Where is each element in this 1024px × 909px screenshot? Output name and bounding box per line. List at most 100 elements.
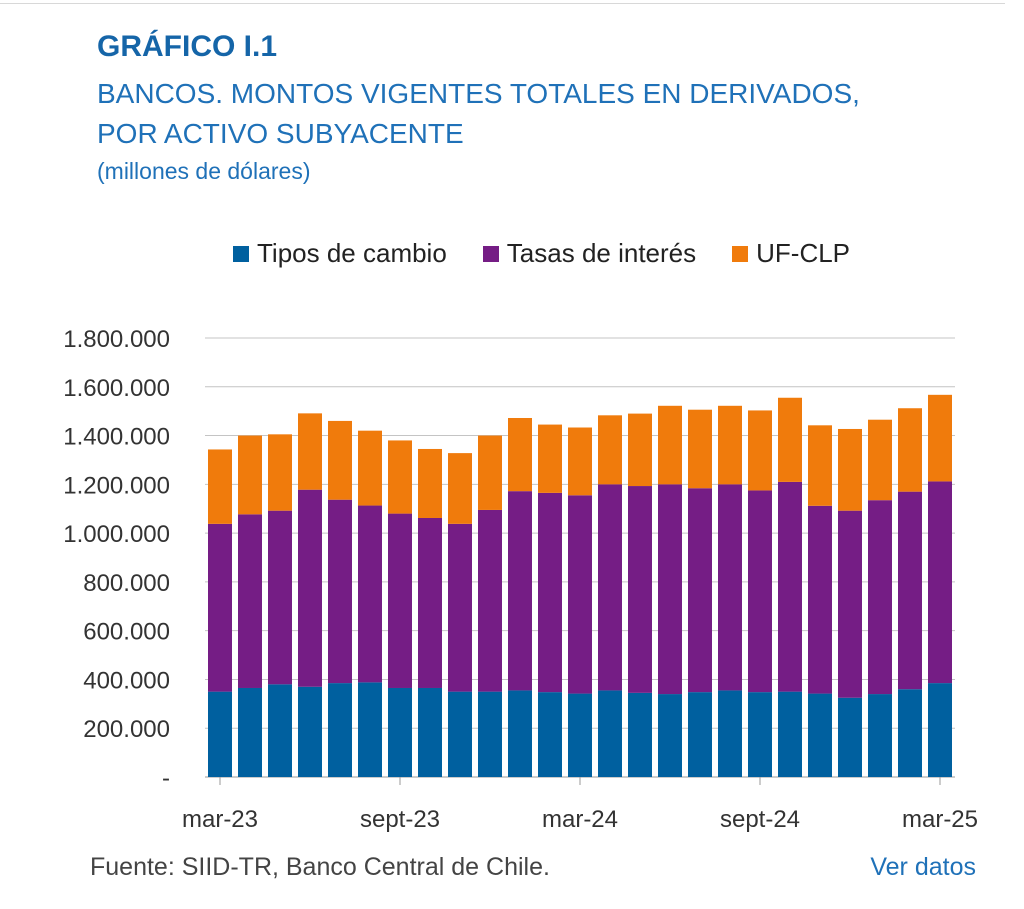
y-tick-label: 1.000.000 bbox=[63, 521, 170, 548]
legend-item-tipos-de-cambio: Tipos de cambio bbox=[233, 238, 447, 269]
bar-tipos-de-cambio bbox=[718, 690, 742, 777]
bar-tasas-de-interes bbox=[688, 488, 712, 693]
y-tick-label: 600.000 bbox=[83, 619, 170, 646]
subtitle-line-2: POR ACTIVO SUBYACENTE bbox=[97, 118, 464, 149]
source-note: Fuente: SIID-TR, Banco Central de Chile. bbox=[90, 853, 550, 881]
bar-tasas-de-interes bbox=[808, 505, 832, 694]
bar-tipos-de-cambio bbox=[808, 693, 832, 777]
bar-uf-clp bbox=[778, 397, 802, 482]
bar-tipos-de-cambio bbox=[838, 697, 862, 777]
bar-tasas-de-interes bbox=[328, 499, 352, 684]
bar-tasas-de-interes bbox=[508, 491, 532, 691]
stacked-bar-chart: - 200.000 400.000 600.000 800.000 1.000.000 1.… bbox=[63, 326, 978, 833]
bar-tasas-de-interes bbox=[568, 495, 592, 694]
chart-number-title: GRÁFICO I.1 bbox=[97, 30, 278, 63]
bar-tipos-de-cambio bbox=[538, 692, 562, 777]
bar-tipos-de-cambio bbox=[898, 689, 922, 777]
legend-label-uf-clp: UF-CLP bbox=[756, 238, 851, 268]
legend-label-tasas-de-interes: Tasas de interés bbox=[506, 238, 697, 268]
bar-tipos-de-cambio bbox=[358, 682, 382, 777]
y-tick-label: 400.000 bbox=[83, 667, 170, 694]
bar-tipos-de-cambio bbox=[448, 691, 472, 777]
bar-tipos-de-cambio bbox=[268, 684, 292, 777]
bar-uf-clp bbox=[838, 428, 862, 511]
bar-tipos-de-cambio bbox=[868, 694, 892, 777]
y-tick-label: - bbox=[162, 765, 170, 792]
bar-tipos-de-cambio bbox=[688, 692, 712, 777]
bar-tasas-de-interes bbox=[928, 481, 952, 684]
legend-item-tasas-de-interes: Tasas de interés bbox=[482, 238, 697, 269]
units-label: (millones de dólares) bbox=[97, 158, 311, 184]
bar-tipos-de-cambio bbox=[568, 693, 592, 777]
bar-tipos-de-cambio bbox=[418, 687, 442, 777]
bar-tipos-de-cambio bbox=[328, 683, 352, 777]
legend-swatch-tasas-de-interes bbox=[482, 245, 499, 262]
bar-tasas-de-interes bbox=[538, 492, 562, 693]
bar-tasas-de-interes bbox=[298, 489, 322, 687]
bar-tasas-de-interes bbox=[358, 505, 382, 683]
x-tick-label: mar-24 bbox=[542, 806, 618, 833]
chart-subtitle: BANCOS. MONTOS VIGENTES TOTALES EN DERIV… bbox=[97, 74, 897, 154]
x-tick-label: sept-23 bbox=[360, 806, 440, 833]
bar-tasas-de-interes bbox=[598, 484, 622, 691]
bar-uf-clp bbox=[928, 394, 952, 482]
bar-uf-clp bbox=[358, 430, 382, 506]
bar-tipos-de-cambio bbox=[508, 690, 532, 777]
y-tick-label: 1.800.000 bbox=[63, 326, 170, 353]
bar-uf-clp bbox=[718, 405, 742, 485]
bar-uf-clp bbox=[628, 413, 652, 487]
bar-tasas-de-interes bbox=[778, 481, 802, 692]
bar-uf-clp bbox=[658, 405, 682, 485]
bar-tasas-de-interes bbox=[748, 490, 772, 693]
legend-swatch-tipos-de-cambio bbox=[233, 245, 249, 262]
bar-tasas-de-interes bbox=[208, 523, 232, 692]
y-tick-label: 800.000 bbox=[83, 570, 170, 597]
bar-tasas-de-interes bbox=[478, 509, 502, 692]
bar-uf-clp bbox=[208, 449, 232, 524]
subtitle-line-1: BANCOS. MONTOS VIGENTES TOTALES EN DERIV… bbox=[97, 78, 860, 109]
bar-tasas-de-interes bbox=[388, 513, 412, 688]
bar-uf-clp bbox=[238, 435, 262, 515]
bar-tasas-de-interes bbox=[418, 517, 442, 688]
bar-tipos-de-cambio bbox=[748, 692, 772, 777]
bar-uf-clp bbox=[388, 440, 412, 514]
bar-tasas-de-interes bbox=[268, 510, 292, 685]
bar-tasas-de-interes bbox=[898, 491, 922, 690]
x-tick-label: sept-24 bbox=[720, 806, 800, 833]
bar-tasas-de-interes bbox=[238, 514, 262, 688]
bar-uf-clp bbox=[688, 409, 712, 489]
ver-datos-link[interactable]: Ver datos bbox=[870, 853, 976, 881]
bar-uf-clp bbox=[508, 417, 532, 492]
bar-tipos-de-cambio bbox=[598, 690, 622, 777]
legend-swatch-uf-clp bbox=[732, 245, 749, 262]
x-tick-label: mar-25 bbox=[902, 806, 978, 833]
bar-uf-clp bbox=[808, 425, 832, 506]
bar-tipos-de-cambio bbox=[208, 691, 232, 777]
y-tick-label: 1.400.000 bbox=[63, 424, 170, 451]
bar-uf-clp bbox=[748, 410, 772, 491]
x-tick-label: mar-23 bbox=[182, 806, 258, 833]
bar-uf-clp bbox=[298, 413, 322, 490]
bar-tipos-de-cambio bbox=[478, 691, 502, 777]
legend-item-uf-clp: UF-CLP bbox=[732, 238, 850, 269]
bar-uf-clp bbox=[868, 419, 892, 501]
top-divider bbox=[0, 3, 1005, 4]
legend-label-tipos-de-cambio: Tipos de cambio bbox=[257, 238, 447, 268]
bar-tipos-de-cambio bbox=[238, 687, 262, 777]
bar-tipos-de-cambio bbox=[928, 683, 952, 777]
bar-uf-clp bbox=[598, 415, 622, 485]
bar-tasas-de-interes bbox=[868, 500, 892, 695]
bar-tasas-de-interes bbox=[658, 484, 682, 695]
chart-legend: Tipos de cambio Tasas de interés UF-CLP bbox=[233, 238, 886, 269]
bar-tipos-de-cambio bbox=[658, 694, 682, 777]
bar-uf-clp bbox=[898, 408, 922, 492]
y-tick-label: 200.000 bbox=[83, 716, 170, 743]
bar-tipos-de-cambio bbox=[628, 692, 652, 777]
bar-uf-clp bbox=[418, 448, 442, 518]
bar-tasas-de-interes bbox=[718, 484, 742, 691]
bar-tasas-de-interes bbox=[448, 523, 472, 692]
bar-tipos-de-cambio bbox=[298, 686, 322, 777]
bar-tasas-de-interes bbox=[628, 486, 652, 693]
bar-tipos-de-cambio bbox=[778, 691, 802, 777]
bar-tasas-de-interes bbox=[838, 510, 862, 698]
